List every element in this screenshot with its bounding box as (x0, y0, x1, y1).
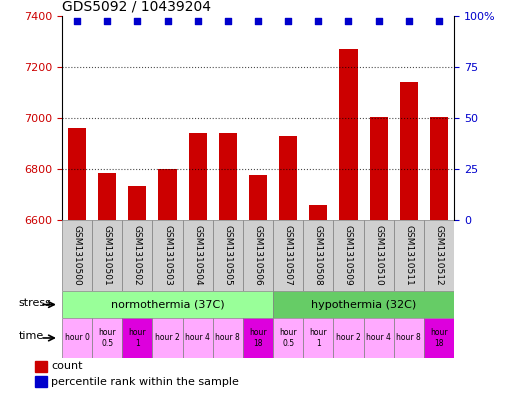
FancyBboxPatch shape (364, 220, 394, 291)
FancyBboxPatch shape (92, 220, 122, 291)
Bar (430, 117, 448, 220)
Point (164, 18, 172, 24)
FancyBboxPatch shape (213, 220, 243, 291)
Point (344, 18, 352, 24)
Text: GSM1310510: GSM1310510 (374, 225, 383, 286)
Text: GSM1310506: GSM1310506 (253, 225, 263, 286)
Text: hour
0.5: hour 0.5 (99, 328, 116, 348)
Text: stress: stress (19, 298, 52, 308)
Text: hour
0.5: hour 0.5 (279, 328, 297, 348)
Text: GDS5092 / 10439204: GDS5092 / 10439204 (62, 0, 211, 13)
Point (133, 18, 141, 24)
FancyBboxPatch shape (364, 318, 394, 358)
Bar (340, 49, 358, 220)
Text: hour 0: hour 0 (64, 334, 89, 342)
Point (314, 18, 322, 24)
Bar (35, 361, 46, 372)
Text: percentile rank within the sample: percentile rank within the sample (51, 377, 239, 387)
Bar (98, 173, 116, 220)
Point (254, 18, 262, 24)
FancyBboxPatch shape (303, 220, 333, 291)
Bar (369, 117, 388, 220)
Bar (249, 175, 267, 220)
Text: hour 8: hour 8 (216, 334, 240, 342)
FancyBboxPatch shape (62, 291, 273, 318)
FancyBboxPatch shape (183, 220, 213, 291)
FancyBboxPatch shape (62, 220, 92, 291)
Bar (35, 376, 46, 387)
FancyBboxPatch shape (62, 318, 92, 358)
Text: GSM1310503: GSM1310503 (163, 225, 172, 286)
Text: hour 8: hour 8 (396, 334, 421, 342)
Text: hour
18: hour 18 (249, 328, 267, 348)
Bar (400, 82, 418, 220)
FancyBboxPatch shape (424, 318, 454, 358)
Text: GSM1310500: GSM1310500 (73, 225, 82, 286)
FancyBboxPatch shape (333, 318, 364, 358)
Text: GSM1310512: GSM1310512 (434, 225, 443, 286)
Point (103, 18, 111, 24)
Text: hour 2: hour 2 (155, 334, 180, 342)
Text: hour
18: hour 18 (430, 328, 448, 348)
FancyBboxPatch shape (122, 318, 152, 358)
Text: GSM1310501: GSM1310501 (103, 225, 111, 286)
Bar (309, 205, 327, 220)
Point (73, 18, 81, 24)
Point (405, 18, 413, 24)
FancyBboxPatch shape (394, 318, 424, 358)
Point (224, 18, 232, 24)
Text: GSM1310507: GSM1310507 (284, 225, 293, 286)
FancyBboxPatch shape (152, 220, 183, 291)
Bar (158, 169, 176, 220)
FancyBboxPatch shape (152, 318, 183, 358)
FancyBboxPatch shape (394, 220, 424, 291)
Text: hour 4: hour 4 (366, 334, 391, 342)
Text: hypothermia (32C): hypothermia (32C) (311, 299, 416, 310)
Text: normothermia (37C): normothermia (37C) (111, 299, 224, 310)
Text: hour 4: hour 4 (185, 334, 210, 342)
Text: GSM1310508: GSM1310508 (314, 225, 323, 286)
Point (284, 18, 292, 24)
FancyBboxPatch shape (243, 318, 273, 358)
Text: GSM1310511: GSM1310511 (405, 225, 413, 286)
FancyBboxPatch shape (243, 220, 273, 291)
FancyBboxPatch shape (92, 318, 122, 358)
Text: GSM1310509: GSM1310509 (344, 225, 353, 286)
Text: hour
1: hour 1 (310, 328, 327, 348)
Point (194, 18, 202, 24)
FancyBboxPatch shape (273, 291, 454, 318)
FancyBboxPatch shape (273, 318, 303, 358)
Text: count: count (51, 362, 83, 371)
FancyBboxPatch shape (122, 220, 152, 291)
Text: hour
1: hour 1 (128, 328, 146, 348)
Text: time: time (19, 331, 44, 341)
FancyBboxPatch shape (424, 220, 454, 291)
FancyBboxPatch shape (333, 220, 364, 291)
FancyBboxPatch shape (183, 318, 213, 358)
Bar (279, 136, 297, 220)
Bar (189, 133, 207, 220)
Text: GSM1310505: GSM1310505 (223, 225, 232, 286)
FancyBboxPatch shape (273, 220, 303, 291)
Text: GSM1310504: GSM1310504 (193, 225, 202, 286)
Text: GSM1310502: GSM1310502 (133, 225, 142, 286)
Point (435, 18, 443, 24)
Bar (128, 185, 147, 220)
Bar (219, 133, 237, 220)
Text: hour 2: hour 2 (336, 334, 361, 342)
Point (375, 18, 383, 24)
Bar (68, 128, 86, 220)
FancyBboxPatch shape (213, 318, 243, 358)
FancyBboxPatch shape (303, 318, 333, 358)
